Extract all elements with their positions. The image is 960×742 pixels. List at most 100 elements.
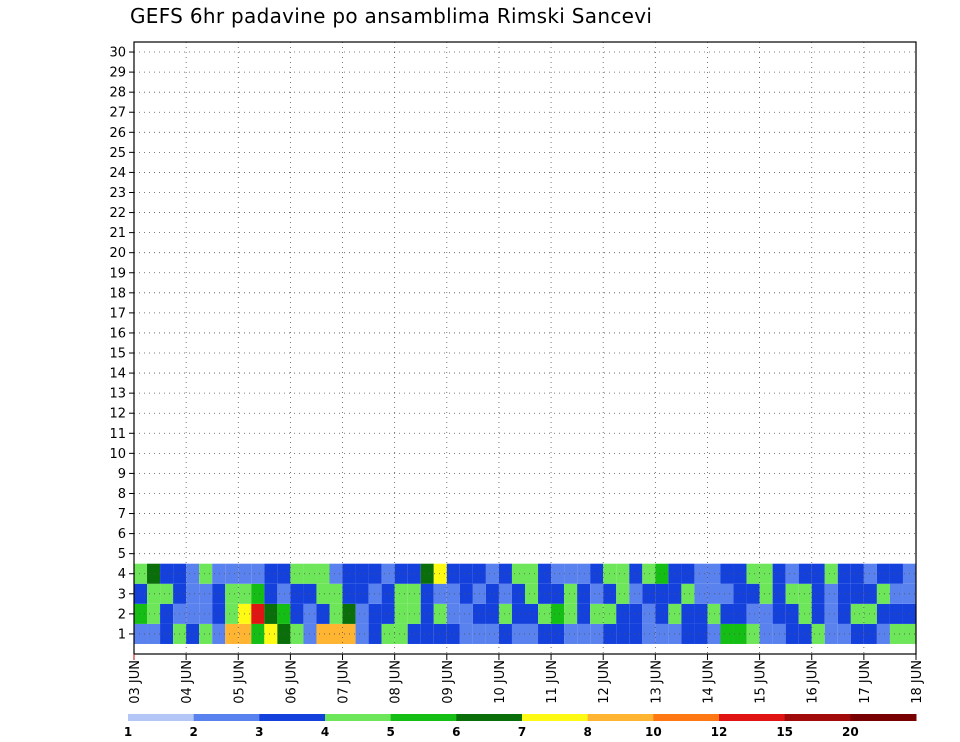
legend-swatch [653, 714, 720, 721]
heatmap-cell [798, 583, 812, 604]
heatmap-cell [733, 583, 747, 604]
x-tick-label: 11 JUN [545, 660, 560, 704]
heatmap-cell [577, 583, 591, 604]
heatmap-cell [629, 623, 643, 644]
heatmap-cell [511, 583, 525, 604]
heatmap-cell [212, 563, 226, 584]
heatmap-cell [251, 583, 265, 604]
heatmap-cell [759, 563, 773, 584]
heatmap-cell [199, 583, 213, 604]
heatmap-cell [199, 623, 213, 644]
y-tick-label: 19 [109, 266, 126, 281]
heatmap-cell [316, 563, 330, 584]
heatmap-cell [694, 623, 708, 644]
heatmap-cell [381, 623, 395, 644]
x-tick-label: 14 JUN [701, 660, 716, 704]
legend-label: 10 [645, 725, 662, 739]
heatmap-cell [616, 603, 630, 624]
heatmap-cell [811, 583, 825, 604]
heatmap-cell [420, 583, 434, 604]
x-tick-label: 10 JUN [493, 660, 508, 704]
heatmap-cell [420, 623, 434, 644]
heatmap-cell [498, 583, 512, 604]
heatmap-cell [459, 563, 473, 584]
heatmap-cell [368, 623, 382, 644]
x-tick-label: 12 JUN [597, 660, 612, 704]
y-tick-label: 15 [109, 347, 126, 362]
heatmap-cell [642, 583, 656, 604]
heatmap-cell [498, 603, 512, 624]
heatmap-cell [590, 563, 604, 584]
heatmap-cell [277, 563, 291, 584]
heatmap-cell [876, 603, 890, 624]
heatmap-cell [459, 603, 473, 624]
heatmap-cell [368, 563, 382, 584]
heatmap-cell [160, 623, 174, 644]
heatmap-cell [681, 623, 695, 644]
y-tick-label: 30 [109, 46, 126, 61]
y-tick-label: 1 [118, 627, 126, 642]
heatmap-cell [707, 623, 721, 644]
heatmap-cell [629, 583, 643, 604]
heatmap-cell [290, 563, 304, 584]
chart-title: GEFS 6hr padavine po ansamblima Rimski S… [130, 4, 653, 28]
heatmap-cell [720, 563, 734, 584]
heatmap-cell [798, 603, 812, 624]
legend-label: 1 [124, 725, 132, 739]
heatmap-cell [511, 623, 525, 644]
heatmap-cell [290, 623, 304, 644]
heatmap-cell [655, 563, 669, 584]
heatmap-cell [876, 583, 890, 604]
legend-label: 4 [321, 725, 329, 739]
legend-label: 5 [386, 725, 394, 739]
heatmap-cell [134, 623, 148, 644]
heatmap-cell [655, 583, 669, 604]
heatmap-cell [525, 623, 539, 644]
heatmap-cell [798, 623, 812, 644]
legend-swatch [784, 714, 851, 721]
legend-label: 7 [518, 725, 526, 739]
heatmap-cell [147, 603, 161, 624]
y-tick-label: 22 [109, 206, 126, 221]
legend-label: 6 [452, 725, 460, 739]
heatmap-cell [616, 623, 630, 644]
legend-label: 12 [711, 725, 728, 739]
heatmap-cell [160, 603, 174, 624]
legend-label: 15 [776, 725, 793, 739]
heatmap-cell [642, 563, 656, 584]
heatmap-cell [459, 623, 473, 644]
heatmap-cell [498, 563, 512, 584]
heatmap-cell [368, 603, 382, 624]
heatmap-cell [785, 623, 799, 644]
x-tick-label: 05 JUN [232, 660, 247, 704]
y-tick-label: 2 [118, 607, 126, 622]
heatmap-cell [863, 563, 877, 584]
heatmap-cell [368, 583, 382, 604]
heatmap-cell [446, 623, 460, 644]
heatmap-cell [433, 603, 447, 624]
heatmap-cell [329, 623, 343, 644]
y-tick-label: 3 [118, 587, 126, 602]
heatmap-cell [251, 563, 265, 584]
heatmap-cell [746, 603, 760, 624]
heatmap-cell [147, 623, 161, 644]
heatmap-cell [212, 603, 226, 624]
heatmap-cell [616, 583, 630, 604]
heatmap-cell [798, 563, 812, 584]
heatmap-cell [707, 603, 721, 624]
heatmap-cell [811, 563, 825, 584]
y-tick-label: 4 [118, 567, 126, 582]
heatmap-cell [485, 583, 499, 604]
heatmap-cell [329, 583, 343, 604]
heatmap-cell [264, 623, 278, 644]
y-tick-label: 11 [109, 427, 126, 442]
y-tick-label: 10 [109, 447, 126, 462]
legend-label: 2 [189, 725, 197, 739]
legend-swatch [259, 714, 326, 721]
heatmap-cell [564, 563, 578, 584]
heatmap-cell [420, 603, 434, 624]
heatmap-cell [498, 623, 512, 644]
heatmap-cell [433, 583, 447, 604]
legend-swatch [193, 714, 260, 721]
